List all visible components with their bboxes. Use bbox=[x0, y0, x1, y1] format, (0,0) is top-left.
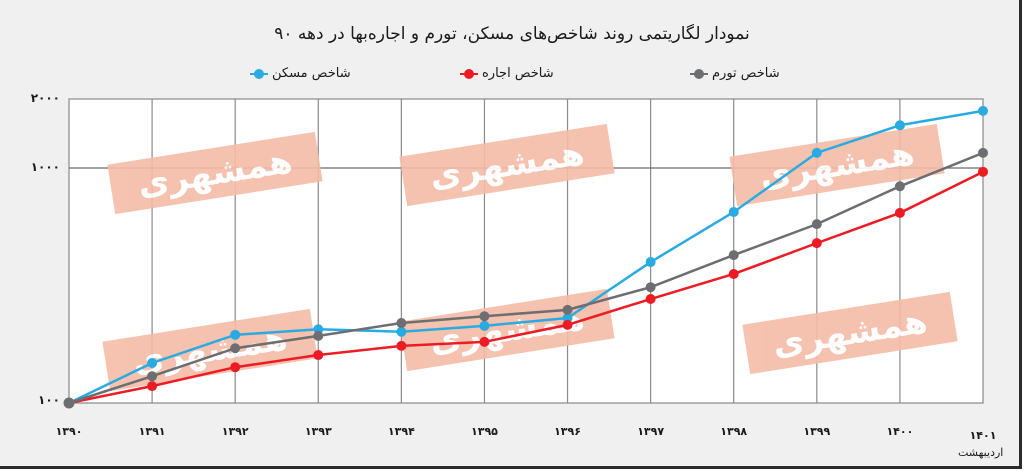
x-tick-label: ۱۳۹۰ bbox=[55, 425, 83, 438]
x-last-note: اردیبهشت bbox=[958, 446, 1004, 459]
data-point bbox=[147, 357, 158, 368]
data-point bbox=[645, 257, 656, 268]
data-point bbox=[728, 250, 739, 261]
legend-item-housing: شاخص مسکن bbox=[250, 66, 351, 81]
y-tick-1000: ۱۰۰۰ bbox=[30, 160, 60, 174]
data-point bbox=[479, 320, 490, 331]
data-point bbox=[894, 181, 905, 192]
data-point bbox=[313, 330, 324, 341]
x-tick-label: ۱۳۹۳ bbox=[304, 425, 332, 438]
data-point-origin bbox=[63, 397, 75, 409]
chart-title: نمودار لگاریتمی روند شاخص‌های مسکن، تورم… bbox=[274, 24, 750, 44]
data-point bbox=[645, 294, 656, 305]
data-point bbox=[396, 326, 407, 337]
data-point bbox=[728, 206, 739, 217]
data-point bbox=[313, 350, 324, 361]
data-point bbox=[147, 371, 158, 382]
data-point bbox=[562, 304, 573, 315]
data-point bbox=[978, 147, 988, 158]
series-line bbox=[68, 151, 984, 405]
series-0 bbox=[64, 105, 988, 408]
legend-line-dot-icon bbox=[690, 68, 708, 79]
legend-item-inflation: شاخص تورم bbox=[690, 66, 780, 81]
y-tick-2000: ۲۰۰۰ bbox=[30, 91, 60, 105]
data-point bbox=[230, 329, 241, 340]
data-point bbox=[978, 105, 988, 116]
data-point bbox=[811, 238, 822, 249]
series-line bbox=[68, 109, 984, 405]
data-point bbox=[147, 381, 158, 392]
data-point bbox=[479, 311, 490, 322]
legend-line-dot-icon bbox=[460, 68, 478, 79]
data-point bbox=[479, 336, 490, 347]
legend-label: شاخص مسکن bbox=[272, 66, 351, 81]
data-point bbox=[811, 147, 822, 158]
y-tick-100: ۱۰۰ bbox=[38, 393, 60, 407]
x-tick-label: ۱۳۹۷ bbox=[637, 425, 665, 438]
series-2 bbox=[64, 147, 988, 408]
data-point bbox=[978, 166, 988, 177]
x-tick-label: ۱۳۹۱ bbox=[138, 425, 166, 438]
legend-label: شاخص تورم bbox=[712, 66, 780, 81]
data-point bbox=[230, 362, 241, 373]
x-tick-label: ۱۳۹۹ bbox=[803, 425, 831, 438]
series-1 bbox=[64, 166, 988, 408]
data-point bbox=[728, 268, 739, 279]
data-point bbox=[562, 312, 573, 323]
data-point bbox=[562, 319, 573, 330]
legend-item-rent: شاخص اجاره bbox=[460, 66, 554, 81]
data-point bbox=[396, 317, 407, 328]
x-tick-label: ۱۳۹۵ bbox=[471, 425, 498, 438]
legend: شاخص مسکن شاخص اجاره شاخص تورم bbox=[0, 66, 1024, 88]
data-point bbox=[811, 219, 822, 230]
data-point bbox=[894, 120, 905, 131]
x-tick-label: ۱۳۹۶ bbox=[554, 425, 581, 438]
x-tick-label: ۱۳۹۴ bbox=[387, 425, 415, 438]
data-point bbox=[396, 340, 407, 351]
data-point bbox=[894, 207, 905, 218]
legend-label: شاخص اجاره bbox=[482, 66, 554, 81]
x-tick-label: ۱۳۹۲ bbox=[221, 425, 249, 438]
x-tick-label: ۱۳۹۸ bbox=[720, 425, 748, 438]
x-tick-label: ۱۴۰۰ bbox=[886, 425, 914, 438]
legend-line-dot-icon bbox=[250, 68, 268, 79]
data-point bbox=[645, 282, 656, 293]
data-point bbox=[230, 343, 241, 354]
series-line bbox=[68, 170, 984, 405]
x-tick-label: ۱۴۰۱ bbox=[969, 429, 997, 442]
data-series bbox=[63, 105, 988, 409]
